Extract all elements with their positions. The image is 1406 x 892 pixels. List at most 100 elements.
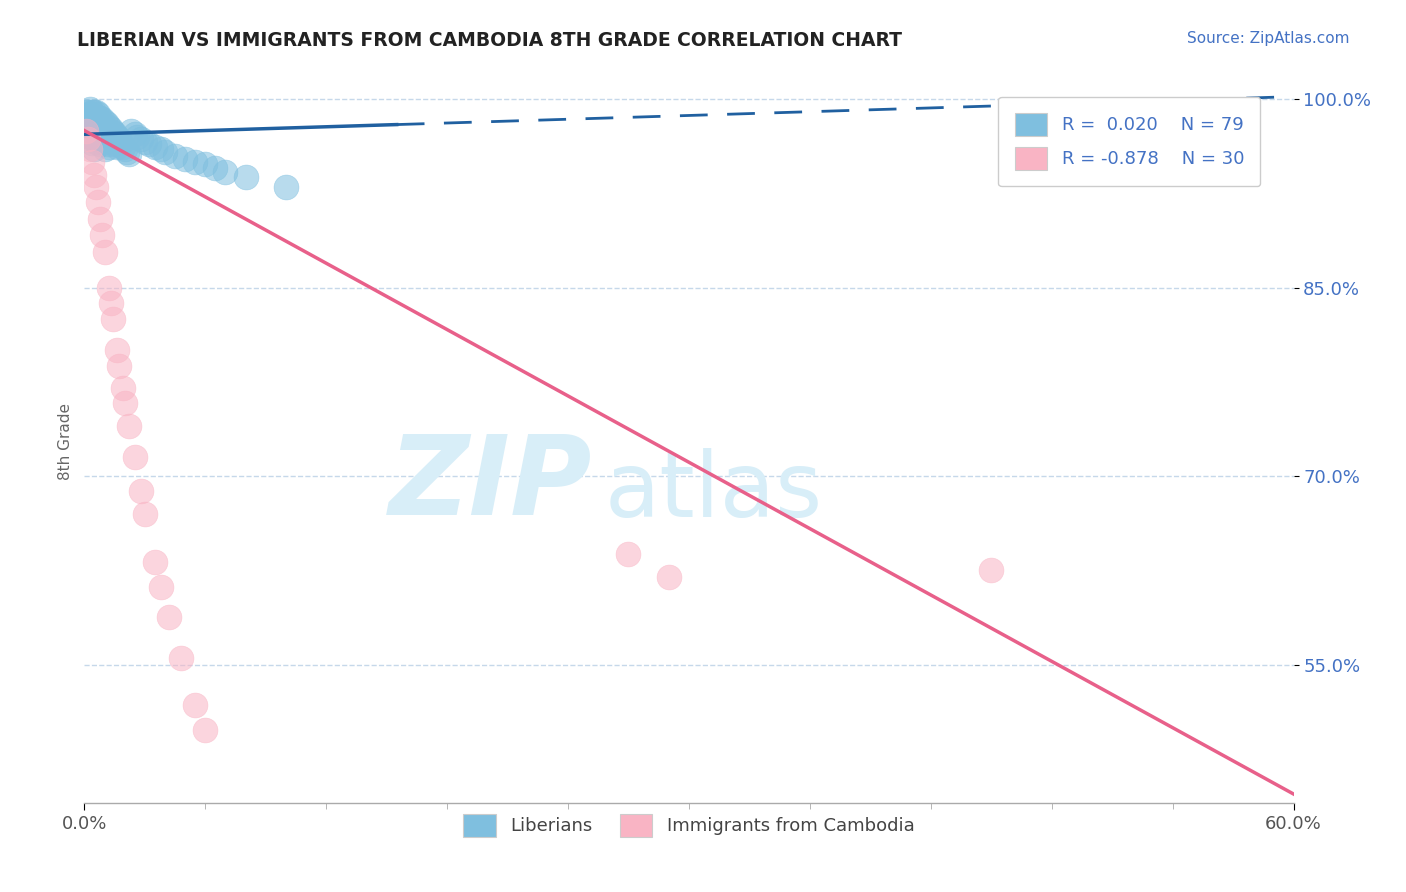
Point [110, 136, 132, 150]
Point [82, 136, 104, 150]
Point [214, 165, 236, 179]
Point [194, 157, 217, 171]
Point [77, 123, 100, 137]
Point [124, 128, 146, 142]
Point [96, 117, 118, 131]
Point [165, 149, 187, 163]
Point [91, 227, 114, 242]
Point [83, 111, 105, 125]
Point [79, 114, 101, 128]
Point [105, 140, 128, 154]
Point [86, 111, 108, 125]
Point [235, 169, 257, 184]
Point [83, 123, 105, 137]
Point [134, 507, 156, 521]
Point [101, 312, 124, 326]
Point [100, 295, 122, 310]
Point [114, 396, 136, 410]
Point [82, 120, 104, 134]
Point [184, 155, 207, 169]
Point [143, 555, 166, 569]
Point [83, 142, 105, 156]
Point [83, 168, 105, 182]
Point [104, 137, 127, 152]
Text: Source: ZipAtlas.com: Source: ZipAtlas.com [1187, 31, 1350, 46]
Point [143, 140, 166, 154]
Point [75, 104, 97, 119]
Text: ZIP: ZIP [388, 432, 592, 539]
Point [204, 161, 226, 176]
Point [617, 547, 640, 561]
Legend: Liberians, Immigrants from Cambodia: Liberians, Immigrants from Cambodia [456, 806, 922, 845]
Point [107, 359, 129, 373]
Point [100, 132, 122, 146]
Point [157, 610, 180, 624]
Point [118, 147, 141, 161]
Point [82, 104, 104, 119]
Point [96, 137, 118, 152]
Point [111, 381, 134, 395]
Point [79, 102, 101, 116]
Point [97, 140, 120, 154]
Point [980, 563, 1002, 577]
Point [149, 142, 172, 156]
Point [184, 698, 207, 712]
Point [91, 122, 114, 136]
Point [77, 104, 100, 119]
Point [86, 135, 108, 149]
Point [91, 112, 114, 127]
Point [153, 145, 176, 159]
Point [82, 155, 104, 169]
Point [86, 125, 108, 139]
Point [89, 137, 111, 152]
Point [87, 122, 110, 136]
Point [97, 120, 120, 134]
Point [125, 129, 148, 144]
Point [138, 137, 160, 152]
Point [111, 140, 134, 154]
Point [87, 114, 110, 128]
Point [87, 107, 110, 121]
Point [97, 129, 120, 144]
Point [87, 132, 110, 146]
Point [170, 651, 193, 665]
Point [83, 132, 105, 146]
Point [93, 245, 115, 260]
Point [86, 117, 108, 131]
Point [100, 122, 122, 136]
Point [87, 195, 110, 210]
Point [75, 123, 97, 137]
Point [274, 180, 297, 194]
Point [105, 129, 128, 144]
Point [83, 117, 105, 131]
Point [77, 111, 100, 125]
Point [77, 117, 100, 131]
Point [86, 104, 108, 119]
Point [93, 123, 115, 137]
Point [104, 128, 127, 142]
Point [124, 450, 146, 465]
Point [118, 418, 141, 433]
Point [97, 280, 120, 294]
Point [89, 211, 111, 226]
Point [105, 343, 128, 358]
Point [79, 142, 101, 156]
Point [82, 128, 104, 142]
Point [91, 132, 114, 146]
Y-axis label: 8th Grade: 8th Grade [58, 403, 73, 480]
Point [89, 111, 111, 125]
Text: atlas: atlas [605, 448, 823, 536]
Point [134, 135, 156, 149]
Point [194, 723, 217, 737]
Point [89, 120, 111, 134]
Point [115, 145, 138, 159]
Point [93, 132, 115, 146]
Point [79, 120, 101, 134]
Point [101, 125, 124, 139]
Point [149, 580, 172, 594]
Point [89, 128, 111, 142]
Point [93, 142, 115, 156]
Point [129, 484, 152, 499]
Point [79, 129, 101, 144]
Point [77, 132, 100, 146]
